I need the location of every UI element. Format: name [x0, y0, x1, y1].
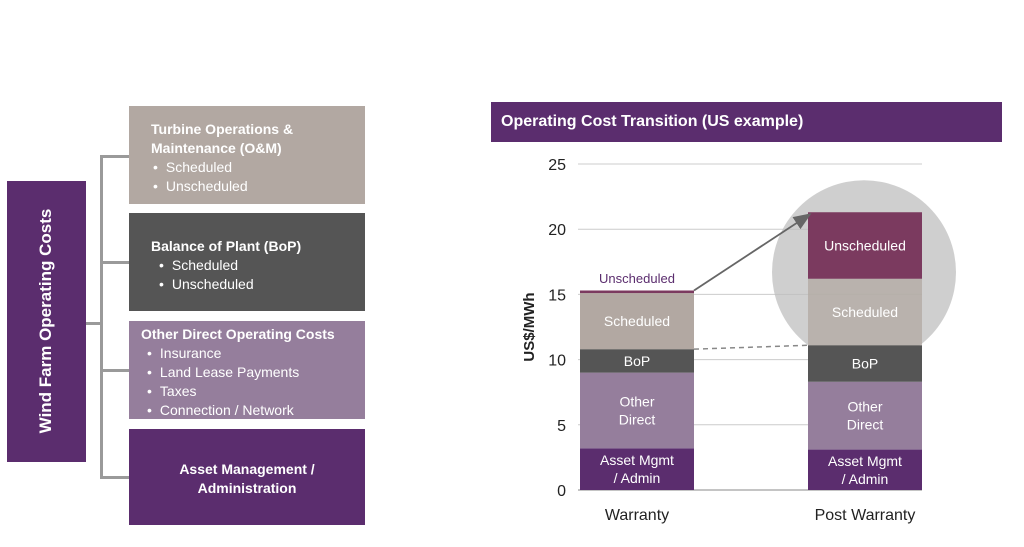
connector-trunk: [86, 322, 102, 325]
connector-branch-4: [100, 476, 129, 479]
bar-segment: [808, 345, 922, 382]
connector-branch-1: [100, 155, 129, 158]
bar-segment-label: Direct: [619, 411, 656, 427]
bar-segment-label: Asset Mgmt: [600, 452, 674, 468]
list-item: Unscheduled: [159, 275, 365, 294]
list-item: Taxes: [147, 382, 365, 401]
bop-title: Balance of Plant (BoP): [151, 238, 302, 254]
bar-segment: [808, 212, 922, 279]
y-tick-label: 20: [548, 222, 566, 239]
list-item: Unscheduled: [153, 177, 365, 196]
bar-segment-label: Other: [847, 399, 882, 415]
connector-branch-2: [100, 261, 129, 264]
list-item: Scheduled: [153, 158, 365, 177]
y-tick-label: 25: [548, 157, 566, 174]
other-direct-title: Other Direct Operating Costs: [141, 326, 335, 342]
asset-management-box: Asset Management / Administration: [129, 429, 365, 525]
bar-segment: [808, 449, 922, 490]
y-tick-label: 5: [557, 418, 566, 435]
bar-segment-label: Scheduled: [604, 313, 670, 329]
list-item: Scheduled: [159, 256, 365, 275]
bop-dashed-connector: [693, 344, 809, 350]
bar-segment-label: Other: [619, 393, 654, 409]
other-direct-costs-box: Other Direct Operating Costs Insurance L…: [129, 321, 365, 419]
y-axis-label: US$/MWh: [521, 292, 538, 361]
bop-list: Scheduled Unscheduled: [151, 256, 365, 294]
bar-segment-label: Scheduled: [832, 304, 898, 320]
bar-segment-label: / Admin: [842, 471, 889, 487]
bar-segment: [580, 349, 694, 373]
bar-segment: [580, 290, 694, 294]
bar-segment: [580, 448, 694, 490]
turbine-om-list: Scheduled Unscheduled: [151, 158, 365, 196]
bar-segment-label: Asset Mgmt: [828, 453, 902, 469]
asset-management-title: Asset Management / Administration: [179, 461, 315, 496]
bar-segment: [580, 372, 694, 449]
y-tick-label: 15: [548, 287, 566, 304]
turbine-om-box: Turbine Operations & Maintenance (O&M) S…: [129, 106, 365, 204]
bar-segment: [808, 381, 922, 450]
transition-arrow: [693, 213, 812, 292]
turbine-om-title: Turbine Operations & Maintenance (O&M): [151, 121, 294, 156]
balance-of-plant-box: Balance of Plant (BoP) Scheduled Unsched…: [129, 213, 365, 311]
other-direct-list: Insurance Land Lease Payments Taxes Conn…: [141, 344, 365, 420]
bar-segment: [808, 278, 922, 346]
chart-title: Operating Cost Transition (US example): [491, 102, 1002, 142]
bar-segment: [580, 293, 694, 350]
x-tick-label: Post Warranty: [815, 507, 916, 524]
connector-vertical: [100, 155, 103, 478]
bar-segment-label: Direct: [847, 417, 884, 433]
list-item: Land Lease Payments: [147, 363, 365, 382]
connector-branch-3: [100, 369, 129, 372]
y-tick-label: 10: [548, 353, 566, 370]
bar-segment-label: BoP: [852, 356, 878, 372]
list-item: Connection / Network: [147, 401, 365, 420]
y-tick-label: 0: [557, 483, 566, 500]
bar-segment-label: / Admin: [614, 470, 661, 486]
list-item: Insurance: [147, 344, 365, 363]
wind-farm-costs-bar: [7, 181, 86, 462]
x-tick-label: Warranty: [605, 507, 669, 524]
bar-segment-label: BoP: [624, 353, 650, 369]
bar-segment-label: Unscheduled: [824, 238, 906, 254]
unscheduled-annotation: Unscheduled: [599, 271, 675, 286]
